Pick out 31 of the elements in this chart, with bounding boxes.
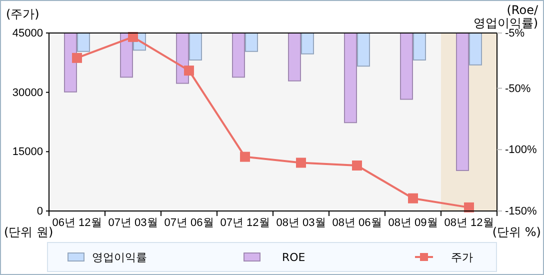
legend-label: 영업이익률	[92, 251, 147, 264]
x-tick-label: 06년 12월	[52, 217, 102, 230]
point	[296, 158, 306, 168]
y-tick-label: 30000	[12, 86, 43, 99]
point	[408, 193, 418, 204]
y2-tick-label: -50%	[505, 82, 531, 95]
legend-label: 주가	[451, 251, 473, 264]
point	[464, 202, 474, 212]
x-tick-label: 07년 12월	[220, 217, 270, 230]
x-tick-label: 08년 09월	[388, 217, 438, 230]
text: (단위 원)	[4, 225, 54, 239]
x-tick-label: 07년 06월	[164, 217, 214, 230]
point	[72, 52, 82, 63]
point	[352, 160, 362, 171]
text: (단위 %)	[492, 225, 541, 239]
y2-tick-label: -5%	[505, 28, 525, 40]
y-tick-label: 0	[36, 206, 43, 218]
point	[184, 66, 194, 76]
x-tick-label: 08년 06월	[332, 217, 382, 230]
x-tick-label: 07년 03월	[108, 217, 158, 230]
legend-label: ROE	[282, 251, 306, 264]
y2-tick-label: -100%	[505, 144, 538, 156]
x-tick-label: 08년 03월	[276, 217, 326, 230]
y2-tick-label: -150%	[505, 206, 538, 218]
y-tick-label: 15000	[12, 146, 43, 158]
point	[240, 152, 250, 162]
y-tick-label: 45000	[12, 28, 43, 40]
y-axis-title: (주가)	[6, 7, 40, 21]
point	[128, 32, 138, 42]
x-tick-label: 08년 12월	[444, 217, 494, 230]
y2-axis-title: (Roe/ 영업이익률)	[473, 3, 539, 30]
